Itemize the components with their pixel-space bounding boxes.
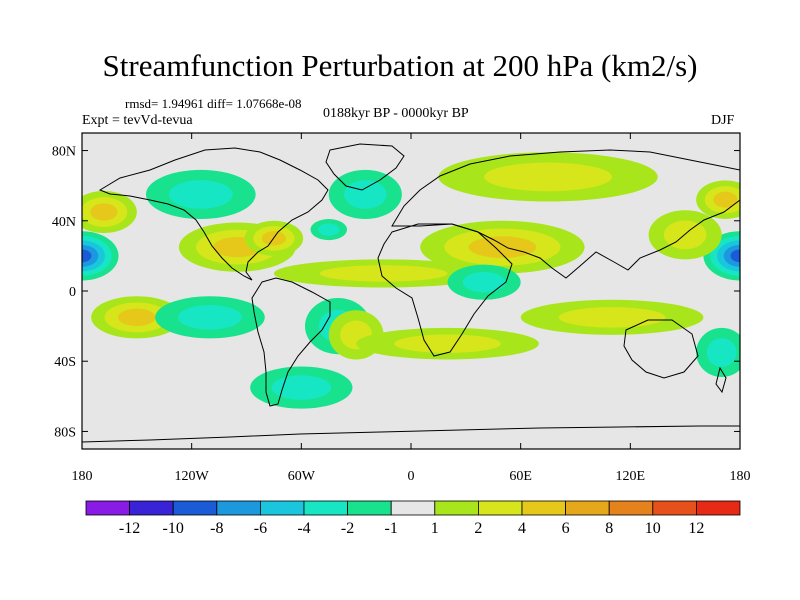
colorbar-label-10: 6 [562, 520, 570, 537]
colorbar-swatch-10 [521, 500, 566, 516]
colorbar-swatch-1 [129, 500, 174, 516]
x-tick-label-4: 60E [509, 469, 532, 484]
colorbar-label-5: -2 [341, 520, 354, 537]
colorbar-label-9: 4 [518, 520, 526, 537]
anomaly-14-level-4 [118, 308, 156, 327]
colorbar-swatch-5 [303, 500, 348, 516]
colorbar-label-2: -8 [210, 520, 223, 537]
colorbar-swatch-7 [390, 500, 436, 516]
colorbar-label-6: -1 [385, 520, 398, 537]
y-axis: 80N 40N 0 40S 80S [52, 145, 740, 440]
anomaly-2-level-4 [90, 203, 118, 221]
colorbar-label-13: 12 [688, 520, 704, 537]
anomaly-7-level-2 [318, 223, 340, 236]
colorbar-swatch-3 [216, 500, 261, 516]
south-america-coast [251, 277, 331, 407]
colorbar-label-3: -6 [254, 520, 267, 537]
y-tick-label-3: 40S [54, 355, 76, 370]
y-tick-label-1: 40N [52, 215, 76, 230]
eurasia-coast [391, 149, 740, 279]
colorbar-swatch-4 [259, 500, 305, 516]
anomaly-10-level-4 [468, 236, 537, 258]
north-america-coast [98, 147, 329, 281]
colorbar-label-0: -12 [119, 520, 140, 537]
new-zealand-coast [715, 366, 727, 394]
anomaly-8-level-2 [343, 180, 387, 209]
y-tick-label-2: 0 [69, 285, 76, 300]
colorbar-swatch-2 [172, 500, 218, 516]
x-tick-label-6: 180 [730, 469, 751, 484]
anomaly-0-level-8 [82, 249, 92, 263]
x-tick-label-0: 180 [72, 469, 93, 484]
anomaly-9-level-2 [319, 265, 448, 282]
colorbar-swatch-8 [434, 500, 479, 516]
anomaly-19-level-2 [271, 375, 332, 400]
anomaly-1-level-8 [730, 249, 740, 263]
experiment-label: Expt = tevVd-tevua [82, 113, 193, 128]
chart-title: Streamfunction Perturbation at 200 hPa (… [102, 48, 698, 83]
colorbar-swatch-12 [608, 500, 654, 516]
x-axis: 180 120W 60W 0 60E 120E 180 [72, 133, 751, 484]
colorbar-label-11: 8 [605, 520, 613, 537]
x-tick-label-5: 120E [616, 469, 646, 484]
anomaly-4-level-2 [168, 180, 233, 209]
colorbar-swatch-0 [85, 500, 130, 516]
season-label: DJF [711, 113, 735, 128]
colorbar-label-4: -4 [297, 520, 310, 537]
x-tick-label-2: 60W [288, 469, 316, 484]
anomaly-20-level-2 [558, 307, 666, 328]
antarctica-coast [82, 425, 740, 443]
period-label: 0188kyr BP - 0000kyr BP [323, 106, 469, 121]
y-tick-label-4: 80S [54, 425, 76, 440]
anomaly-12-level-2 [462, 271, 506, 293]
y-tick-label-0: 80N [52, 145, 76, 160]
colorbar-label-12: 10 [645, 520, 661, 537]
anomaly-13-level-2 [663, 220, 707, 250]
anomaly-3-level-4 [713, 191, 738, 208]
anomaly-11-level-2 [484, 162, 613, 192]
colorbar-label-8: 2 [474, 520, 482, 537]
greenland-coast [325, 143, 405, 191]
colorbar-swatch-14 [696, 500, 741, 516]
colorbar-swatch-9 [477, 500, 523, 516]
x-tick-label-1: 120W [175, 469, 210, 484]
colorbar-label-7: 1 [431, 520, 439, 537]
anomaly-15-level-2 [177, 305, 242, 330]
colorbar-swatch-11 [565, 500, 610, 516]
colorbar-label-1: -10 [163, 520, 184, 537]
stats-text: rmsd= 1.94961 diff= 1.07668e-08 [125, 96, 302, 111]
coastlines [82, 143, 740, 443]
africa-coast [377, 223, 513, 357]
australia-coast [623, 319, 699, 379]
colorbar-swatch-6 [347, 500, 392, 516]
x-tick-label-3: 0 [408, 469, 415, 484]
anomaly-18-level-2 [394, 334, 501, 353]
anomaly-21-level-2 [706, 338, 737, 367]
colorbar-swatch-13 [652, 500, 697, 516]
colorbar: -12 -10 -8 -6 -4 -2 -1 1 2 4 6 8 10 12 [85, 500, 741, 537]
anomaly-field [82, 152, 740, 409]
